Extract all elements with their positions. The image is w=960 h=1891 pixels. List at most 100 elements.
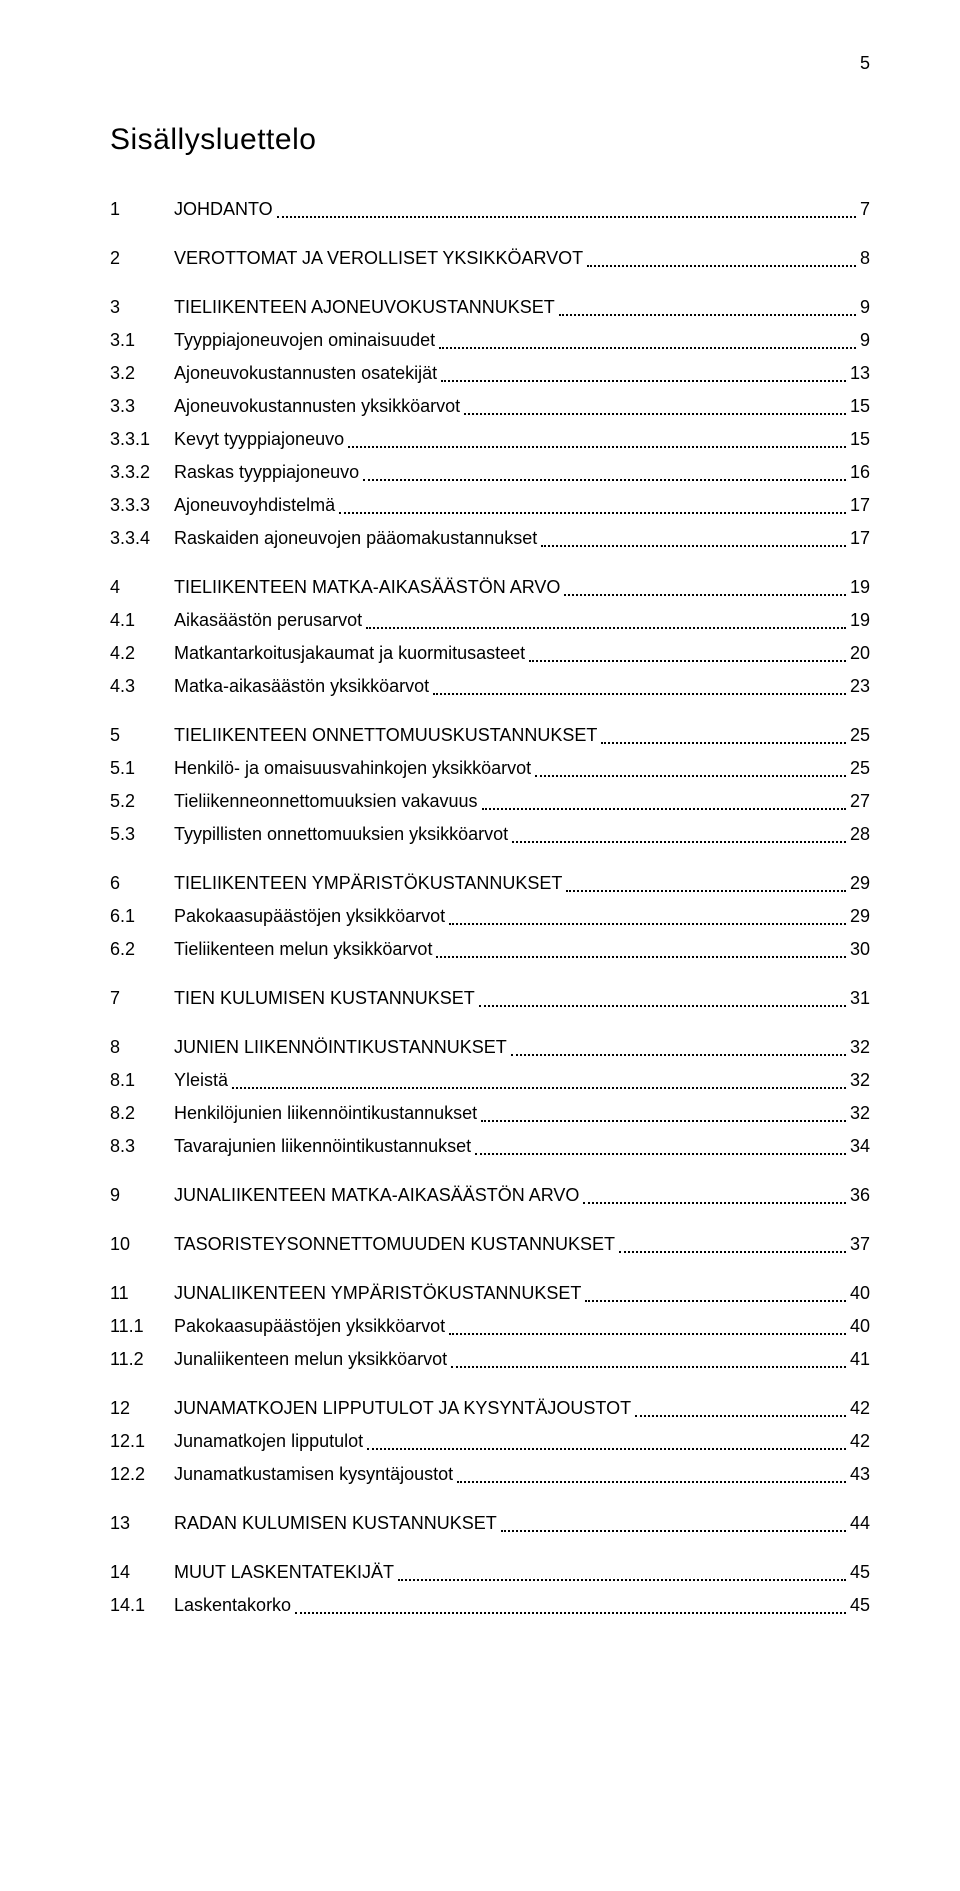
toc-group: 14MUUT LASKENTATEKIJÄT4514.1Laskentakork… [110,1559,870,1619]
toc-entry-page: 19 [850,607,870,634]
toc-leader-dots [475,1153,846,1155]
toc-entry-title: RADAN KULUMISEN KUSTANNUKSET [174,1510,497,1537]
toc-entry-title: TIEN KULUMISEN KUSTANNUKSET [174,985,475,1012]
toc-group: 1JOHDANTO7 [110,196,870,223]
toc-entry-number: 3.3.4 [110,525,174,552]
toc-entry-page: 45 [850,1559,870,1586]
toc-entry-page: 34 [850,1133,870,1160]
toc-entry-title: VEROTTOMAT JA VEROLLISET YKSIKKÖARVOT [174,245,583,272]
page-number: 5 [110,50,870,77]
toc-row: 3.3.1Kevyt tyyppiajoneuvo15 [110,426,870,453]
toc-leader-dots [587,265,856,267]
toc-entry-number: 12.2 [110,1461,174,1488]
toc-leader-dots [482,808,846,810]
toc-row: 6TIELIIKENTEEN YMPÄRISTÖKUSTANNUKSET29 [110,870,870,897]
toc-group: 13RADAN KULUMISEN KUSTANNUKSET44 [110,1510,870,1537]
toc-row: 3.3.2Raskas tyyppiajoneuvo16 [110,459,870,486]
toc-group: 11JUNALIIKENTEEN YMPÄRISTÖKUSTANNUKSET40… [110,1280,870,1373]
toc-entry-page: 43 [850,1461,870,1488]
toc-row: 6.1Pakokaasupäästöjen yksikköarvot 29 [110,903,870,930]
toc-row: 6.2Tieliikenteen melun yksikköarvot30 [110,936,870,963]
toc-row: 3.3.4Raskaiden ajoneuvojen pääomakustann… [110,525,870,552]
toc-entry-title: Ajoneuvokustannusten osatekijät [174,360,437,387]
toc-row: 12.2Junamatkustamisen kysyntäjoustot 43 [110,1461,870,1488]
toc-entry-page: 7 [860,196,870,223]
toc-entry-page: 29 [850,903,870,930]
toc-group: 5TIELIIKENTEEN ONNETTOMUUSKUSTANNUKSET 25… [110,722,870,848]
toc-entry-number: 3.1 [110,327,174,354]
toc-entry-page: 40 [850,1280,870,1307]
toc-leader-dots [529,660,846,662]
toc-row: 4.2Matkantarkoitusjakaumat ja kuormitusa… [110,640,870,667]
toc-leader-dots [363,479,846,481]
toc-entry-title: Raskaiden ajoneuvojen pääomakustannukset [174,525,537,552]
toc-leader-dots [367,1448,846,1450]
toc-entry-number: 2 [110,245,174,272]
toc-row: 8.3Tavarajunien liikennöintikustannukset… [110,1133,870,1160]
toc-entry-page: 32 [850,1067,870,1094]
toc-entry-page: 13 [850,360,870,387]
toc-entry-number: 11.1 [110,1313,174,1340]
toc-entry-number: 5 [110,722,174,749]
toc-entry-number: 11.2 [110,1346,174,1373]
toc-leader-dots [433,693,846,695]
toc-row: 8JUNIEN LIIKENNÖINTIKUSTANNUKSET32 [110,1034,870,1061]
toc-row: 8.1Yleistä32 [110,1067,870,1094]
toc-row: 3.3.3Ajoneuvoyhdistelmä17 [110,492,870,519]
toc-entry-number: 5.3 [110,821,174,848]
toc-entry-page: 31 [850,985,870,1012]
toc-leader-dots [535,775,846,777]
toc-leader-dots [464,413,846,415]
toc-entry-page: 8 [860,245,870,272]
toc-group: 4TIELIIKENTEEN MATKA-AIKASÄÄSTÖN ARVO194… [110,574,870,700]
toc-row: 5.1Henkilö- ja omaisuusvahinkojen yksikk… [110,755,870,782]
toc-entry-page: 19 [850,574,870,601]
toc-entry-number: 7 [110,985,174,1012]
toc-entry-title: Tyyppiajoneuvojen ominaisuudet [174,327,435,354]
toc-entry-page: 37 [850,1231,870,1258]
toc-entry-page: 25 [850,722,870,749]
toc-entry-title: Kevyt tyyppiajoneuvo [174,426,344,453]
toc-row: 3.3Ajoneuvokustannusten yksikköarvot15 [110,393,870,420]
toc-entry-number: 3.3 [110,393,174,420]
toc-entry-number: 14 [110,1559,174,1586]
toc-row: 14.1Laskentakorko45 [110,1592,870,1619]
toc-entry-number: 3.3.3 [110,492,174,519]
toc-entry-number: 3.3.1 [110,426,174,453]
toc-entry-title: Pakokaasupäästöjen yksikköarvot [174,903,445,930]
toc-row: 7TIEN KULUMISEN KUSTANNUKSET 31 [110,985,870,1012]
toc-entry-number: 8.1 [110,1067,174,1094]
toc-entry-title: Laskentakorko [174,1592,291,1619]
toc-entry-page: 36 [850,1182,870,1209]
toc-entry-title: TIELIIKENTEEN MATKA-AIKASÄÄSTÖN ARVO [174,574,560,601]
toc-entry-title: Junamatkustamisen kysyntäjoustot [174,1461,453,1488]
toc-leader-dots [541,545,846,547]
toc-entry-number: 8.3 [110,1133,174,1160]
toc-row: 3.2Ajoneuvokustannusten osatekijät13 [110,360,870,387]
toc-leader-dots [479,1005,846,1007]
toc-leader-dots [451,1366,846,1368]
toc-group: 3TIELIIKENTEEN AJONEUVOKUSTANNUKSET93.1T… [110,294,870,552]
toc-leader-dots [457,1481,846,1483]
toc-entry-number: 6 [110,870,174,897]
toc-leader-dots [439,347,856,349]
toc-row: 5.3Tyypillisten onnettomuuksien yksikköa… [110,821,870,848]
toc-entry-title: Raskas tyyppiajoneuvo [174,459,359,486]
toc-entry-title: Henkilö- ja omaisuusvahinkojen yksikköar… [174,755,531,782]
toc-leader-dots [449,923,846,925]
toc-entry-title: Junaliikenteen melun yksikköarvot [174,1346,447,1373]
toc-entry-page: 28 [850,821,870,848]
toc-row: 5TIELIIKENTEEN ONNETTOMUUSKUSTANNUKSET 25 [110,722,870,749]
toc-entry-page: 27 [850,788,870,815]
page-title: Sisällysluettelo [110,117,870,162]
toc-leader-dots [232,1087,846,1089]
toc-entry-title: Tavarajunien liikennöintikustannukset [174,1133,471,1160]
toc-entry-number: 6.1 [110,903,174,930]
toc-group: 2VEROTTOMAT JA VEROLLISET YKSIKKÖARVOT 8 [110,245,870,272]
toc-entry-page: 9 [860,294,870,321]
toc-row: 5.2Tieliikenneonnettomuuksien vakavuus27 [110,788,870,815]
toc-entry-title: TIELIIKENTEEN ONNETTOMUUSKUSTANNUKSET [174,722,597,749]
toc-entry-number: 12.1 [110,1428,174,1455]
toc-row: 11.2Junaliikenteen melun yksikköarvot41 [110,1346,870,1373]
toc-group: 8JUNIEN LIIKENNÖINTIKUSTANNUKSET32 8.1Yle… [110,1034,870,1160]
